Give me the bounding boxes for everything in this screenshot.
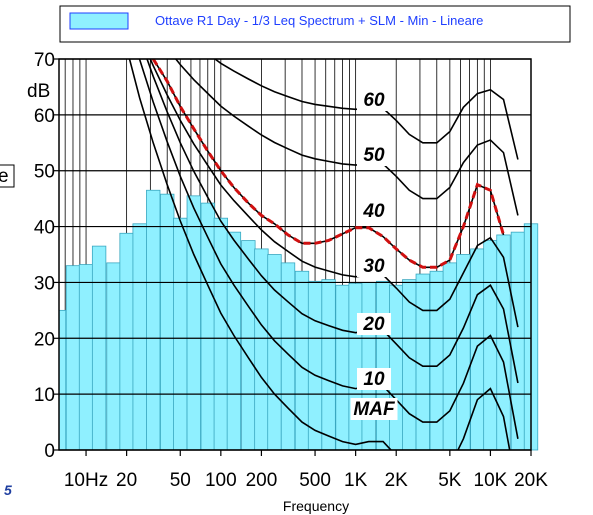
- x-tick-label: 100: [205, 470, 237, 491]
- contour-label-bg: [350, 398, 398, 420]
- y-axis-label-fragment: e: [0, 166, 9, 187]
- legend-label: Ottave R1 Day - 1/3 Leq Spectrum + SLM -…: [155, 13, 483, 28]
- x-axis-title: Frequency: [283, 498, 349, 514]
- x-tick-label: 10K: [474, 470, 508, 491]
- loudness-contour: [138, 59, 519, 439]
- x-tick-label: 50: [170, 470, 191, 491]
- contour-label-bg: [357, 200, 391, 222]
- y-tick-label: 50: [34, 162, 55, 183]
- spectrum-bar: [307, 280, 323, 451]
- spectrum-bar: [321, 279, 336, 451]
- contour-label: 30: [363, 256, 385, 277]
- contour-label: MAF: [353, 399, 396, 420]
- spectrum-bar: [241, 240, 256, 451]
- spectrum-bar: [119, 232, 134, 451]
- contour-label: 60: [363, 90, 385, 111]
- loudness-contour: [213, 59, 519, 160]
- y-tick-label: 70: [34, 50, 55, 71]
- spectrum-bar: [294, 270, 310, 451]
- loudness-contour: [174, 59, 519, 216]
- x-tick-label: 1K: [344, 470, 368, 491]
- loudness-contour: [128, 59, 511, 450]
- spectrum-bar: [429, 270, 444, 451]
- contour-label: 50: [363, 145, 385, 166]
- spectrum-bar: [186, 195, 201, 451]
- y-tick-label: 40: [34, 218, 55, 239]
- spectrum-bar: [132, 223, 147, 451]
- y-axis-unit: dB: [27, 81, 50, 102]
- contour-label-bg: [357, 255, 391, 277]
- x-tick-label: 2K: [385, 470, 409, 491]
- loudness-contour: [149, 59, 519, 328]
- contour-label-bg: [357, 144, 391, 166]
- spectrum-bar: [226, 231, 242, 451]
- spectrum-bar: [91, 245, 107, 451]
- y-tick-label: 0: [44, 441, 55, 462]
- spectrum-bar: [335, 284, 350, 451]
- spectrum-bar: [78, 264, 94, 451]
- y-tick-label: 20: [34, 329, 55, 350]
- contour-label: 20: [362, 314, 385, 335]
- corner-label: 5: [4, 482, 12, 498]
- loudness-contour: [146, 59, 519, 384]
- x-tick-label: 10Hz: [64, 470, 108, 491]
- spectrum-bar: [415, 273, 430, 451]
- y-tick-label: 60: [34, 106, 55, 127]
- spectrum-bar: [106, 262, 121, 451]
- spectrum-bar: [470, 248, 485, 451]
- spectrum-bar: [254, 248, 269, 451]
- legend-swatch: [69, 12, 129, 30]
- x-tick-label: 200: [246, 470, 278, 491]
- y-axis-label-frame: [0, 164, 15, 188]
- legend-box: [59, 5, 571, 43]
- spectrum-bar: [348, 283, 363, 451]
- plot-area: 0 10 20 30 40 50 60 70 60 50 40 30 20 10 MAF 10Hz 20 50 10…: [34, 50, 548, 491]
- spectrum-bar: [65, 265, 81, 451]
- plot-frame: [58, 58, 532, 451]
- contour-label: 10: [363, 369, 385, 390]
- contour-label-bg: [357, 313, 391, 335]
- spectrum-bar: [58, 309, 67, 451]
- x-tick-label: 5K: [438, 470, 462, 491]
- spectrum-bar: [160, 193, 175, 451]
- contour-label-bg: [357, 89, 391, 111]
- spectrum-bar: [375, 280, 391, 451]
- x-tick-label: 500: [299, 470, 331, 491]
- spectrum-bar: [280, 262, 296, 451]
- x-tick-label: 20K: [514, 470, 548, 491]
- x-tick-label: 20: [116, 470, 137, 491]
- y-tick-label: 30: [34, 273, 55, 294]
- spectrum-bar: [361, 282, 376, 451]
- highlight-curve-40: [151, 59, 505, 269]
- spectrum-bar: [173, 217, 188, 451]
- y-tick-label: 10: [34, 385, 55, 406]
- spectrum-bar: [389, 284, 404, 451]
- contour-label: 40: [362, 201, 385, 222]
- spectrum-bar: [200, 202, 215, 451]
- contour-label-bg: [357, 368, 391, 390]
- spectrum-bar: [146, 189, 161, 451]
- legend: Ottave R1 Day - 1/3 Leq Spectrum + SLM -…: [59, 5, 571, 43]
